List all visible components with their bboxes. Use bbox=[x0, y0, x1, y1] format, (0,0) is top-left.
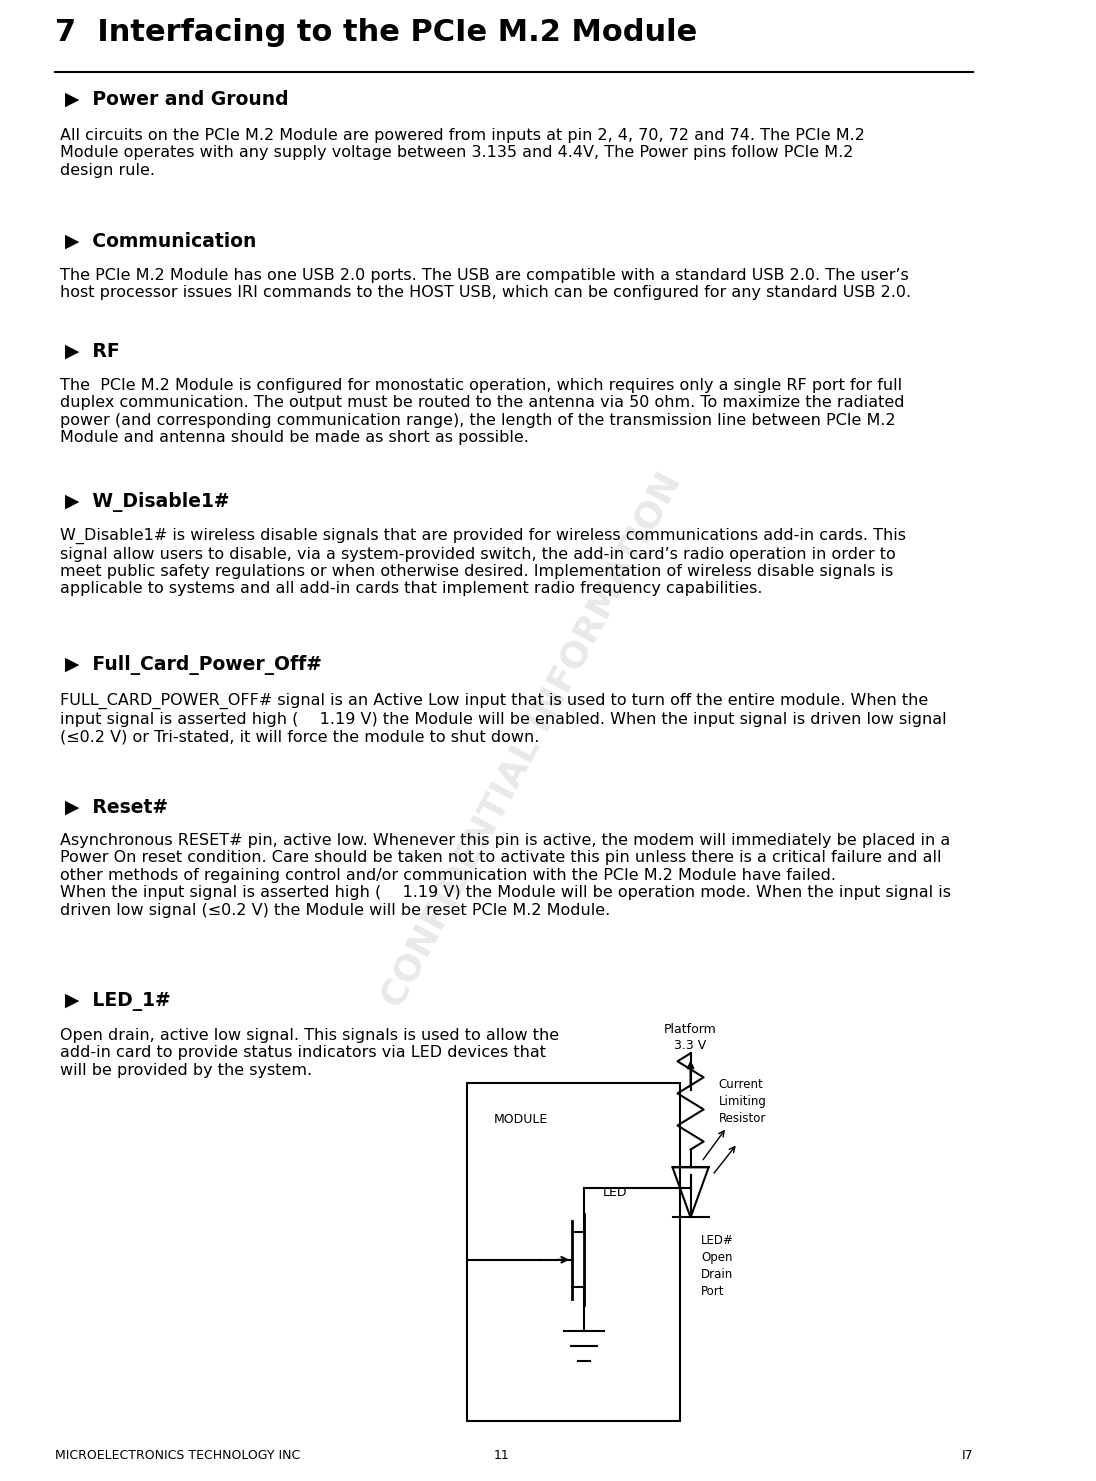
Text: Asynchronous RESET# pin, active low. Whenever this pin is active, the modem will: Asynchronous RESET# pin, active low. Whe… bbox=[60, 832, 951, 918]
Text: 11: 11 bbox=[494, 1448, 510, 1462]
Text: ▶  W_Disable1#: ▶ W_Disable1# bbox=[66, 492, 230, 512]
Text: ▶  RF: ▶ RF bbox=[66, 342, 119, 361]
Text: MICROELECTRONICS TECHNOLOGY INC: MICROELECTRONICS TECHNOLOGY INC bbox=[55, 1448, 300, 1462]
Text: The PCIe M.2 Module has one USB 2.0 ports. The USB are compatible with a standar: The PCIe M.2 Module has one USB 2.0 port… bbox=[60, 268, 912, 301]
Text: FULL_CARD_POWER_OFF# signal is an Active Low input that is used to turn off the : FULL_CARD_POWER_OFF# signal is an Active… bbox=[60, 693, 947, 743]
Text: LED#
Open
Drain
Port: LED# Open Drain Port bbox=[701, 1234, 734, 1297]
Text: ▶  Full_Card_Power_Off#: ▶ Full_Card_Power_Off# bbox=[66, 655, 322, 675]
Text: CONFIDENTIAL INFORMATION: CONFIDENTIAL INFORMATION bbox=[376, 468, 688, 1013]
Text: Current
Limiting
Resistor: Current Limiting Resistor bbox=[719, 1078, 766, 1126]
Text: ▶  Communication: ▶ Communication bbox=[66, 233, 256, 250]
Text: LED: LED bbox=[603, 1186, 627, 1198]
Text: ▶  Reset#: ▶ Reset# bbox=[66, 798, 168, 818]
Text: The  PCIe M.2 Module is configured for monostatic operation, which requires only: The PCIe M.2 Module is configured for mo… bbox=[60, 378, 904, 446]
Text: ▶  LED_1#: ▶ LED_1# bbox=[66, 992, 171, 1012]
Text: W_Disable1# is wireless disable signals that are provided for wireless communica: W_Disable1# is wireless disable signals … bbox=[60, 529, 906, 597]
Text: MODULE: MODULE bbox=[494, 1114, 548, 1127]
Text: Platform
3.3 V: Platform 3.3 V bbox=[664, 1023, 717, 1052]
Text: 7  Interfacing to the PCIe M.2 Module: 7 Interfacing to the PCIe M.2 Module bbox=[55, 18, 697, 47]
Text: ▶  Power and Ground: ▶ Power and Ground bbox=[66, 90, 289, 110]
Text: Open drain, active low signal. This signals is used to allow the
add-in card to : Open drain, active low signal. This sign… bbox=[60, 1028, 559, 1078]
Text: All circuits on the PCIe M.2 Module are powered from inputs at pin 2, 4, 70, 72 : All circuits on the PCIe M.2 Module are … bbox=[60, 127, 865, 178]
Text: I7: I7 bbox=[961, 1448, 973, 1462]
